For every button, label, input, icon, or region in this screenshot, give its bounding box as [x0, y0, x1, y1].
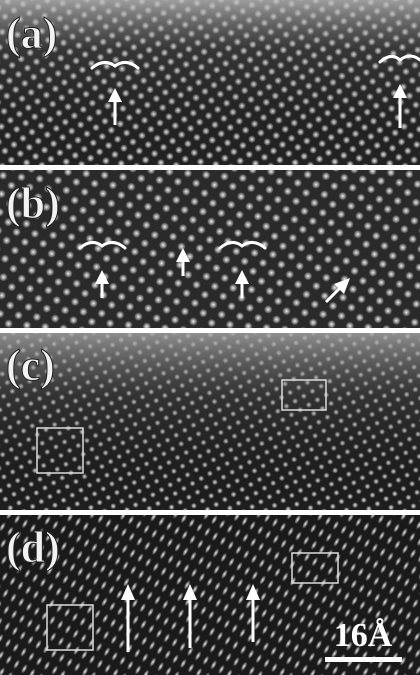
panel-label: (c)	[6, 341, 55, 390]
micrograph	[0, 170, 420, 328]
scale-bar	[325, 657, 402, 662]
haze	[0, 0, 420, 165]
panel-a: (a)	[0, 0, 420, 165]
panel-d: (d) 16Å	[0, 515, 420, 675]
scale-bar-label: 16Å	[334, 617, 393, 654]
panel-label: (a)	[6, 9, 57, 58]
panel-b: (b)	[0, 170, 420, 328]
figure: (a) (b) (c) (d)	[0, 0, 420, 675]
haze	[0, 333, 420, 510]
panel-label: (b)	[6, 179, 60, 228]
panel-label: (d)	[6, 523, 60, 572]
panel-c: (c)	[0, 333, 420, 510]
